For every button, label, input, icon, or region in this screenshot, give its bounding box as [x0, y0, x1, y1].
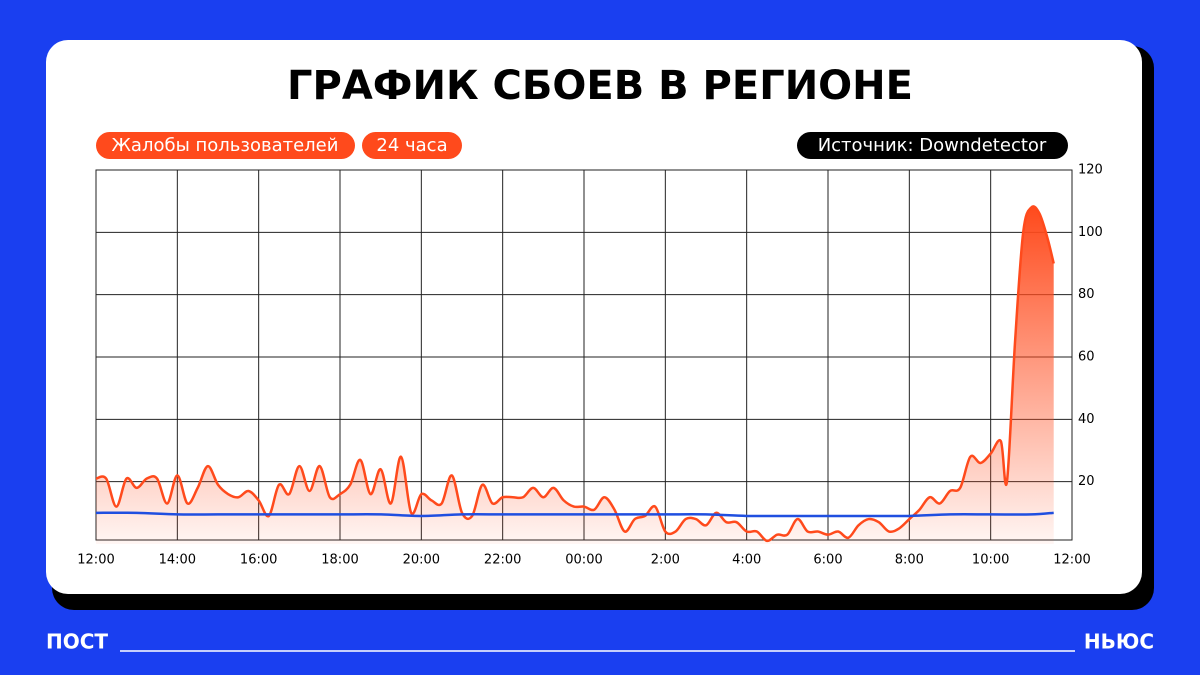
- pill-label: 24 часа: [376, 135, 447, 156]
- x-tick-label: 14:00: [159, 553, 196, 568]
- x-tick-label: 2:00: [651, 553, 680, 568]
- source-label: Источник: Downdetector: [818, 135, 1047, 156]
- x-tick-label: 16:00: [240, 553, 277, 568]
- x-tick-label: 12:00: [1053, 553, 1090, 568]
- brand-right: НЬЮС: [1084, 630, 1154, 654]
- line: [95, 205, 1055, 543]
- x-tick-label: 6:00: [813, 553, 842, 568]
- pill: [96, 132, 355, 159]
- x-tick-label: 22:00: [484, 553, 521, 568]
- y-tick-label: 100: [1078, 225, 1103, 240]
- plot: 12:00 14:00 16:00 18:00 20:00 22:00 00:00 2:00 4…: [77, 163, 1103, 568]
- y-tick-label: 40: [1078, 412, 1095, 427]
- x-tick-label: 10:00: [972, 553, 1009, 568]
- card: [46, 40, 1142, 594]
- pill-label: Жалобы пользователей: [112, 135, 339, 156]
- x-tick-label: 18:00: [321, 553, 358, 568]
- x-tick-label: 20:00: [403, 553, 440, 568]
- line: [95, 511, 1054, 518]
- y-tick-label: 20: [1078, 474, 1095, 489]
- brand-left: ПОСТ: [46, 630, 108, 654]
- x-tick-label: 12:00: [77, 553, 114, 568]
- pill: [362, 132, 462, 159]
- y-tick-label: 120: [1078, 163, 1103, 178]
- source-pill: [797, 132, 1068, 159]
- x-tick-label: 00:00: [565, 553, 602, 568]
- area: [96, 206, 1054, 544]
- y-tick-label: 60: [1078, 350, 1095, 365]
- y-tick-label: 80: [1078, 287, 1095, 302]
- x-tick-label: 4:00: [732, 553, 761, 568]
- chart-title: ГРАФИК СБОЕВ В РЕГИОНЕ: [287, 63, 913, 109]
- x-tick-label: 8:00: [895, 553, 924, 568]
